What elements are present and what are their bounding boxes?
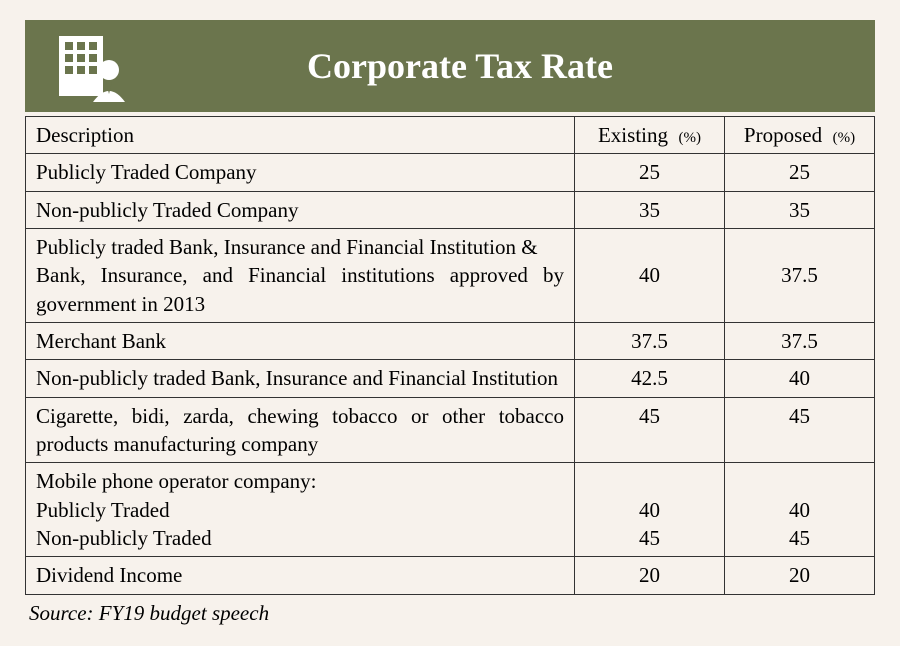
tax-rate-table: Description Existing (%) Proposed (%) Pu… [25,116,875,595]
source-note: Source: FY19 budget speech [25,595,875,626]
building-businessman-icon [49,30,139,102]
cell-proposed: 35 [725,191,875,228]
cell-description: Non-publicly Traded Company [26,191,575,228]
table-row: Dividend Income2020 [26,557,875,594]
table-body: Publicly Traded Company2525Non-publicly … [26,154,875,594]
cell-description: Cigarette, bidi, zarda, chewing tobacco … [26,397,575,463]
cell-proposed: 45 [725,397,875,463]
cell-existing: 25 [575,154,725,191]
cell-proposed: 37.5 [725,323,875,360]
cell-description: Merchant Bank [26,323,575,360]
cell-description: Publicly Traded Company [26,154,575,191]
cell-existing: 35 [575,191,725,228]
cell-proposed: 37.5 [725,229,875,323]
cell-existing: 20 [575,557,725,594]
col-proposed: Proposed (%) [725,117,875,154]
col-existing: Existing (%) [575,117,725,154]
cell-proposed: 40 [725,360,875,397]
cell-existing: 4045 [575,463,725,557]
table-row: Publicly Traded Company2525 [26,154,875,191]
col-description: Description [26,117,575,154]
table-row: Mobile phone operator company:Publicly T… [26,463,875,557]
cell-proposed: 4045 [725,463,875,557]
table-row: Non-publicly traded Bank, Insurance and … [26,360,875,397]
cell-description: Mobile phone operator company:Publicly T… [26,463,575,557]
cell-description: Dividend Income [26,557,575,594]
cell-description: Non-publicly traded Bank, Insurance and … [26,360,575,397]
table-row: Merchant Bank37.537.5 [26,323,875,360]
cell-existing: 42.5 [575,360,725,397]
table-header-row: Description Existing (%) Proposed (%) [26,117,875,154]
card-header: Corporate Tax Rate [25,20,875,112]
cell-proposed: 20 [725,557,875,594]
cell-description: Publicly traded Bank, Insurance and Fina… [26,229,575,323]
cell-existing: 45 [575,397,725,463]
cell-proposed: 25 [725,154,875,191]
table-row: Non-publicly Traded Company3535 [26,191,875,228]
card-title: Corporate Tax Rate [159,45,851,87]
cell-existing: 40 [575,229,725,323]
table-row: Publicly traded Bank, Insurance and Fina… [26,229,875,323]
table-row: Cigarette, bidi, zarda, chewing tobacco … [26,397,875,463]
cell-existing: 37.5 [575,323,725,360]
tax-rate-card: Corporate Tax Rate Description Existing … [25,20,875,626]
